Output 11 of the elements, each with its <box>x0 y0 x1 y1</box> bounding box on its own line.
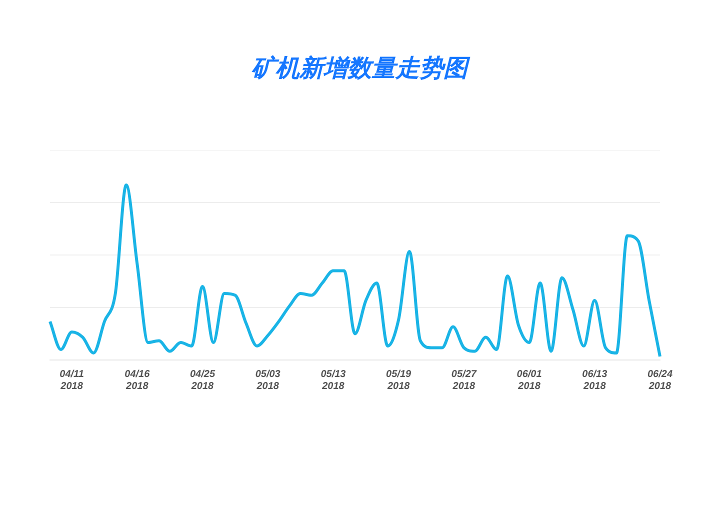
x-tick-label: 06/01 2018 <box>516 368 542 392</box>
chart-title: 矿机新增数量走势图 <box>250 53 472 84</box>
x-tick-label: 05/13 2018 <box>320 368 346 392</box>
x-tick-label: 05/27 2018 <box>451 368 477 392</box>
x-tick-label: 06/13 2018 <box>582 368 608 392</box>
x-tick-label: 04/25 2018 <box>190 368 216 392</box>
x-tick-label: 05/19 2018 <box>386 368 412 392</box>
x-tick-label: 04/11 2018 <box>60 368 84 392</box>
x-tick-label: 06/24 2018 <box>647 368 673 392</box>
x-tick-label: 05/03 2018 <box>255 368 281 392</box>
x-tick-label: 04/16 2018 <box>124 368 150 392</box>
